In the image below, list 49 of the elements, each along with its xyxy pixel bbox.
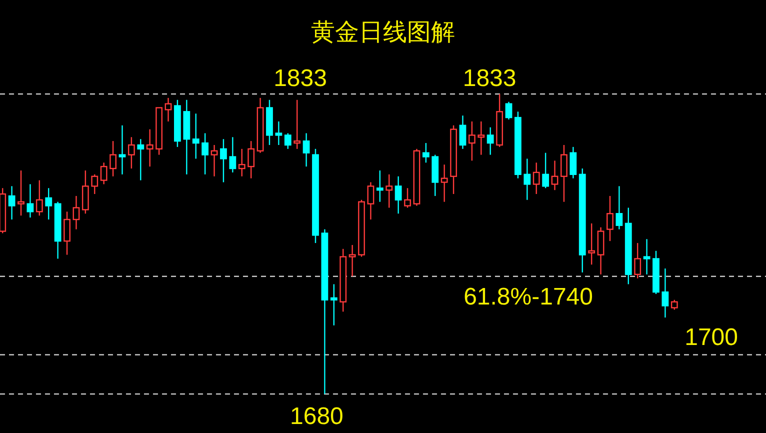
candlestick (18, 170, 24, 216)
candlestick (164, 97, 172, 122)
candlestick (468, 120, 476, 162)
candlestick (459, 114, 466, 150)
candlestick (202, 132, 209, 175)
candlestick (8, 186, 16, 220)
candlestick (183, 99, 190, 175)
candlestick (72, 195, 80, 230)
candlestick (570, 146, 577, 179)
candlestick (192, 113, 200, 160)
candlestick (275, 120, 282, 146)
chart-title: 黄金日线图解 (311, 19, 455, 46)
candlestick (146, 128, 154, 168)
candlestick (302, 132, 310, 168)
candlestick (348, 244, 356, 277)
candlestick (210, 144, 218, 177)
candlestick (440, 164, 448, 202)
annotation: 1833 (274, 65, 327, 92)
candlestick (367, 182, 374, 220)
candlestick (478, 120, 485, 156)
candlestick (643, 238, 650, 275)
candlestick (486, 126, 494, 156)
candlestick (597, 226, 604, 275)
candlestick (606, 195, 614, 242)
candlestick (394, 176, 402, 214)
candlestick (386, 174, 393, 208)
candlestick (413, 148, 420, 206)
ref-line-label: 1680 (290, 403, 344, 430)
candlestick (662, 268, 669, 318)
candlestick (624, 207, 632, 285)
annotation: 61.8%-1740 (464, 283, 593, 310)
candlestick (330, 284, 338, 326)
candlestick (321, 228, 328, 395)
candlestick (551, 160, 558, 191)
candlestick (26, 184, 34, 218)
candlestick (616, 186, 623, 230)
ref-line-label: 1700 (684, 324, 738, 351)
candlestick (524, 158, 531, 200)
candlestick (532, 162, 540, 195)
annotation: 1833 (462, 65, 516, 92)
candlestick (229, 136, 236, 174)
candlestick (376, 170, 384, 202)
candlestick (256, 97, 264, 154)
candlestick (220, 138, 227, 183)
candlestick (100, 162, 108, 185)
candlestick (560, 144, 568, 202)
candlestick (45, 188, 52, 220)
candlestick (118, 124, 126, 175)
candlestick (588, 222, 596, 266)
